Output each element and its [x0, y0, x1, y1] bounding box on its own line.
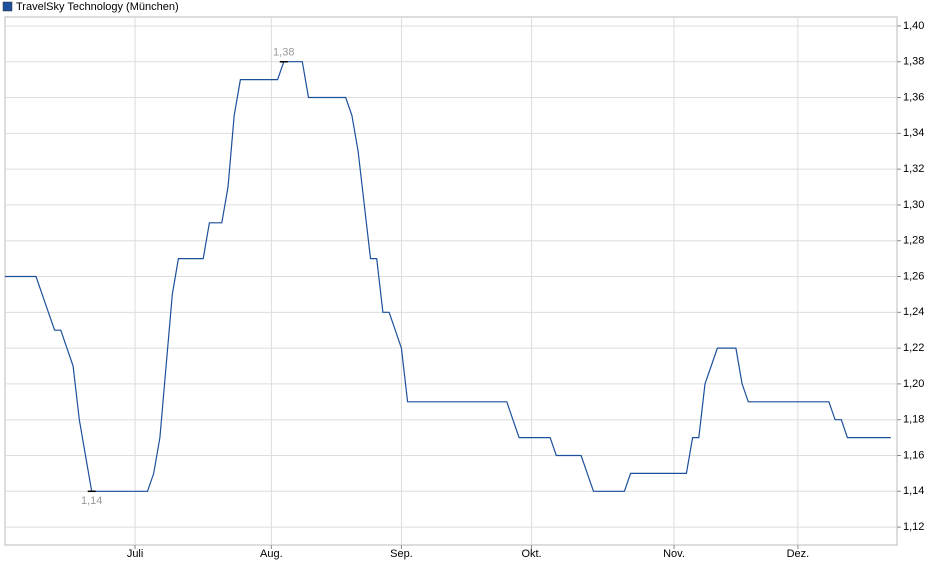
x-tick-label: Nov.	[663, 548, 685, 560]
y-tick-label: 1,22	[903, 342, 924, 354]
x-tick-label: Aug.	[260, 548, 283, 560]
y-tick-label: 1,34	[903, 127, 924, 139]
legend-label: TravelSky Technology (München)	[16, 1, 179, 13]
y-tick-label: 1,36	[903, 91, 924, 103]
y-tick-label: 1,20	[903, 378, 924, 390]
x-tick-label: Dez.	[787, 548, 810, 560]
y-tick-label: 1,30	[903, 199, 924, 211]
y-tick-label: 1,26	[903, 270, 924, 282]
y-tick-label: 1,28	[903, 235, 924, 247]
x-tick-label: Juli	[127, 548, 144, 560]
y-tick-label: 1,14	[903, 485, 924, 497]
y-tick-label: 1,12	[903, 521, 924, 533]
x-tick-label: Sep.	[390, 548, 413, 560]
x-tick-label: Okt.	[521, 548, 541, 560]
y-tick-label: 1,32	[903, 163, 924, 175]
y-tick-label: 1,16	[903, 449, 924, 461]
plot-area	[4, 16, 898, 546]
price-line	[5, 61, 891, 492]
data-label: 1,38	[273, 47, 294, 59]
y-tick-label: 1,40	[903, 20, 924, 32]
legend-swatch	[2, 1, 13, 12]
y-tick-label: 1,38	[903, 56, 924, 68]
y-tick-label: 1,18	[903, 414, 924, 426]
data-label: 1,14	[81, 495, 102, 507]
y-tick-label: 1,24	[903, 306, 924, 318]
